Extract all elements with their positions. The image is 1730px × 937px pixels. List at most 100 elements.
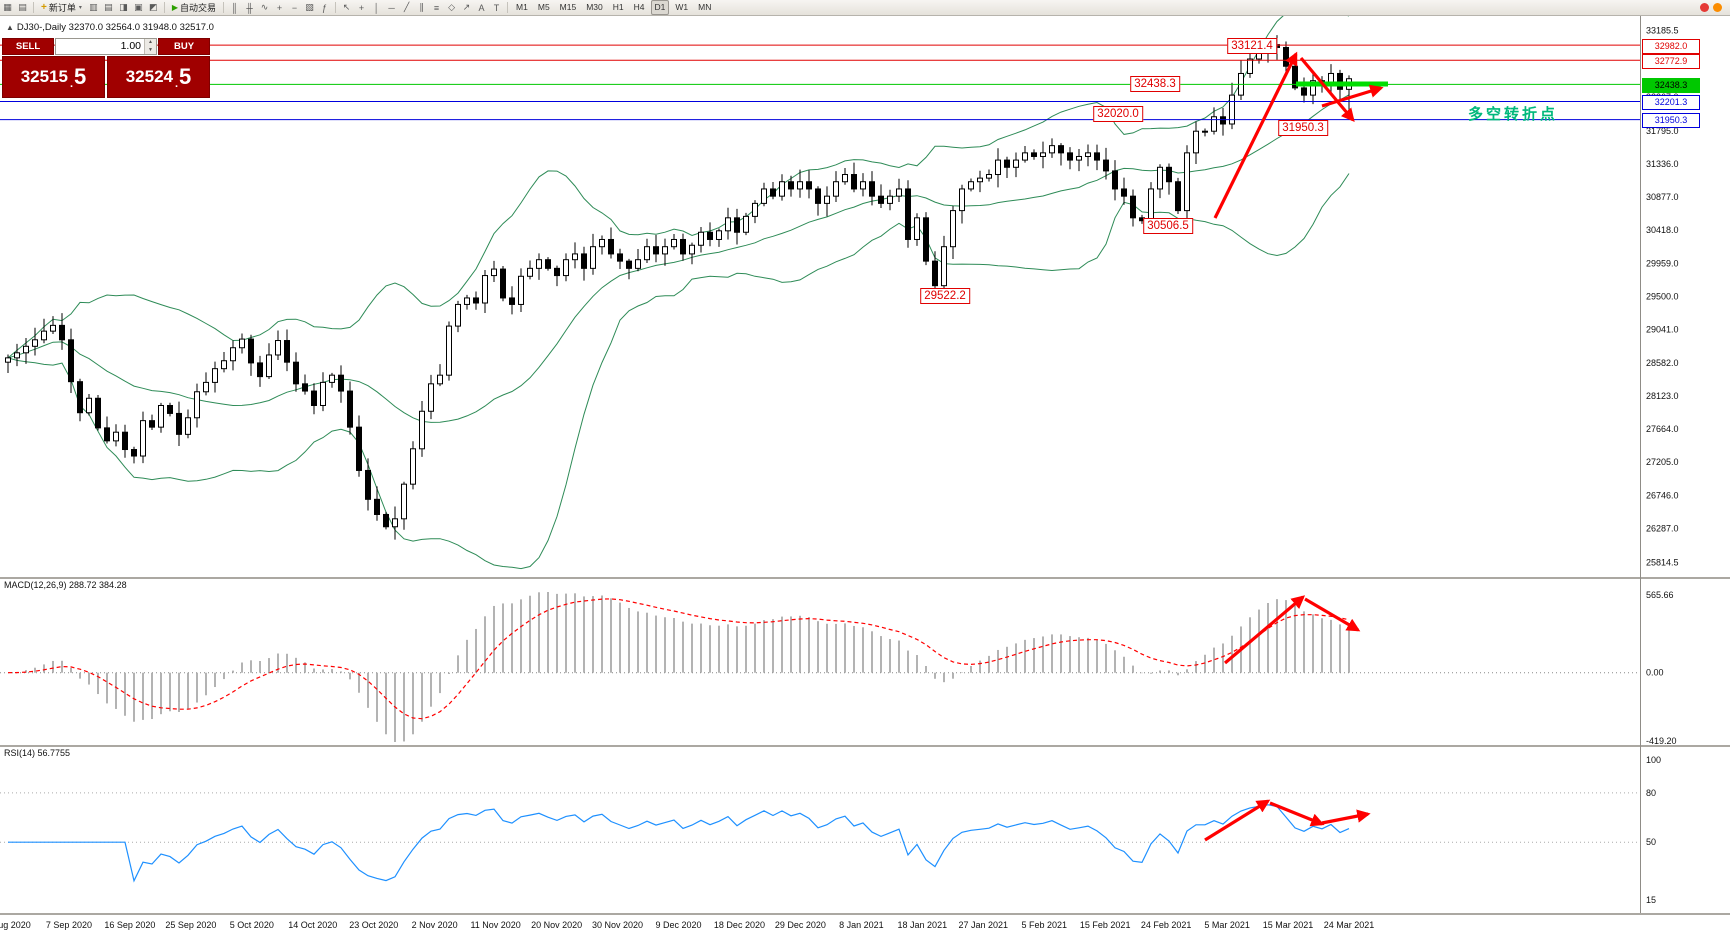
text-label-icon[interactable]: T [493,2,500,13]
new-order-button[interactable]: + 新订单 ▾ [37,1,86,14]
terminal-icon[interactable]: ▣ [134,2,143,12]
svg-text:15 Mar 2021: 15 Mar 2021 [1263,920,1314,930]
navigator-icon[interactable]: ◨ [119,2,128,12]
one-click-toggle-icon[interactable]: ▲ [6,23,14,32]
price-annotation-label[interactable]: 33121.4 [1227,38,1277,54]
svg-text:80: 80 [1646,788,1656,798]
svg-text:30877.0: 30877.0 [1646,192,1679,202]
price-level-tag: 32772.9 [1642,53,1700,69]
trend-note-text[interactable]: 多空转折点 [1468,106,1559,123]
volume-increase-button[interactable]: ▲ [145,39,156,47]
line-chart-icon[interactable]: ∿ [260,2,269,12]
svg-text:-419.20: -419.20 [1646,736,1677,746]
svg-text:5 Oct 2020: 5 Oct 2020 [230,920,274,930]
svg-text:28123.0: 28123.0 [1646,391,1679,401]
crosshair-icon[interactable]: + [358,2,365,13]
cursor-icon[interactable]: ↖ [342,2,351,12]
news-icon[interactable] [1713,3,1722,12]
buy-price-frac: 5 [179,64,192,89]
equidistant-channel-icon[interactable]: ∥ [419,2,424,12]
panel-separator-rsi[interactable] [0,745,1730,747]
auto-trading-label: 自动交易 [180,3,217,13]
price-annotation-label[interactable]: 29522.2 [920,288,970,304]
new-chart-icon[interactable]: ▦ [3,2,12,12]
trendline-icon[interactable]: ╱ [403,2,410,12]
one-click-trading-panel: SELL 1.00 ▲ ▼ BUY 32515. 5 32524. 5 [2,38,210,98]
strategy-tester-icon[interactable]: ◩ [149,2,158,12]
volume-decrease-button[interactable]: ▼ [145,46,156,54]
auto-trading-button[interactable]: ▶ 自动交易 [168,1,220,14]
timeframe-d1-button[interactable]: D1 [650,0,670,15]
timeframe-m15-button[interactable]: M15 [559,2,577,12]
svg-text:18 Dec 2020: 18 Dec 2020 [714,920,765,930]
timeframe-mn-button[interactable]: MN [698,2,712,12]
toolbar-separator [507,2,509,13]
text-icon[interactable]: A [478,2,485,13]
svg-text:565.66: 565.66 [1646,590,1674,600]
new-order-icon: + [41,2,47,13]
candlestick-chart-icon[interactable]: ║ [231,2,238,13]
toolbar-separator [223,2,225,13]
sell-price-display[interactable]: 32515. 5 [2,56,105,98]
svg-text:26746.0: 26746.0 [1646,490,1679,500]
svg-text:7 Sep 2020: 7 Sep 2020 [46,920,92,930]
timeframe-h4-button[interactable]: H4 [633,2,645,12]
price-level-tag: 32201.3 [1642,95,1700,111]
volume-input[interactable]: 1.00 ▲ ▼ [55,38,157,55]
buy-button[interactable]: BUY [158,38,210,55]
sell-button[interactable]: SELL [2,38,54,55]
panel-separator-dates [0,913,1730,915]
buy-price-display[interactable]: 32524. 5 [107,56,210,98]
svg-text:9 Dec 2020: 9 Dec 2020 [655,920,701,930]
svg-text:11 Nov 2020: 11 Nov 2020 [470,920,520,930]
svg-text:31336.0: 31336.0 [1646,159,1679,169]
market-watch-icon[interactable]: ▥ [89,2,98,12]
price-annotation-label[interactable]: 32438.3 [1130,76,1180,92]
volume-stepper: ▲ ▼ [144,39,156,54]
alert-icon[interactable] [1700,3,1709,12]
panel-separator-macd[interactable] [0,577,1730,579]
bar-chart-icon[interactable]: ╫ [246,2,253,13]
price-annotation-label[interactable]: 32020.0 [1093,106,1143,122]
svg-text:30418.0: 30418.0 [1646,225,1679,235]
horizontal-line-icon[interactable]: ─ [388,2,395,13]
svg-text:30 Nov 2020: 30 Nov 2020 [592,920,643,930]
chart-profiles-icon[interactable]: ▤ [18,2,27,12]
arrows-icon[interactable]: ↗ [462,2,471,12]
volume-value: 1.00 [120,40,141,52]
shapes-icon[interactable]: ◇ [448,2,455,12]
svg-text:8 Jan 2021: 8 Jan 2021 [839,920,884,930]
price-level-tag: 32438.3 [1642,77,1700,93]
timeframe-w1-button[interactable]: W1 [675,2,689,12]
chevron-down-icon: ▾ [78,5,82,11]
zoom-in-icon[interactable]: + [276,2,283,13]
svg-text:50: 50 [1646,837,1656,847]
vertical-line-icon[interactable]: │ [373,2,380,13]
chart-title-text: DJ30-,Daily 32370.0 32564.0 31948.0 3251… [16,22,214,33]
price-annotation-label[interactable]: 30506.5 [1143,218,1193,234]
macd-indicator-label: MACD(12,26,9) 288.72 384.28 [4,580,127,590]
svg-text:33185.5: 33185.5 [1646,25,1679,35]
timeframe-h1-button[interactable]: H1 [612,2,624,12]
timeframe-m30-button[interactable]: M30 [586,2,603,12]
svg-text:29 Dec 2020: 29 Dec 2020 [775,920,826,930]
tile-windows-icon[interactable]: ▧ [305,2,314,12]
timeframe-m1-button[interactable]: M1 [516,2,528,12]
svg-text:100: 100 [1646,755,1661,765]
svg-text:2 Nov 2020: 2 Nov 2020 [412,920,458,930]
rsi-indicator-label: RSI(14) 56.7755 [4,748,71,758]
svg-text:27 Jan 2021: 27 Jan 2021 [958,920,1008,930]
buy-price-main: 32524 [125,67,173,86]
data-window-icon[interactable]: ▤ [104,2,113,12]
zoom-out-icon[interactable]: − [291,2,298,13]
svg-text:24 Feb 2021: 24 Feb 2021 [1141,920,1192,930]
toolbar-separator [163,2,165,13]
fibonacci-icon[interactable]: ≡ [433,2,440,13]
indicators-icon[interactable]: ƒ [322,2,328,13]
svg-text:15 Feb 2021: 15 Feb 2021 [1080,920,1131,930]
svg-text:16 Sep 2020: 16 Sep 2020 [104,920,155,930]
svg-text:18 Jan 2021: 18 Jan 2021 [898,920,948,930]
price-annotation-label[interactable]: 31950.3 [1278,120,1328,136]
timeframe-m5-button[interactable]: M5 [537,2,550,12]
